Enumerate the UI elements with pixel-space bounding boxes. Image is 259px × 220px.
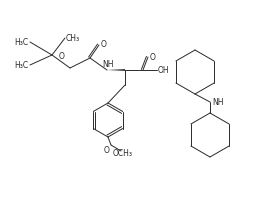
Text: O: O [101, 40, 107, 48]
Text: NH: NH [103, 59, 114, 68]
Text: H₃C: H₃C [14, 37, 28, 46]
Text: OCH₃: OCH₃ [113, 149, 133, 158]
Polygon shape [107, 69, 125, 71]
Text: O: O [59, 51, 65, 61]
Text: O: O [104, 146, 110, 155]
Text: O: O [150, 53, 156, 62]
Text: H₃C: H₃C [14, 61, 28, 70]
Text: NH: NH [212, 97, 224, 106]
Text: CH₃: CH₃ [66, 33, 80, 42]
Text: OH: OH [158, 66, 170, 75]
